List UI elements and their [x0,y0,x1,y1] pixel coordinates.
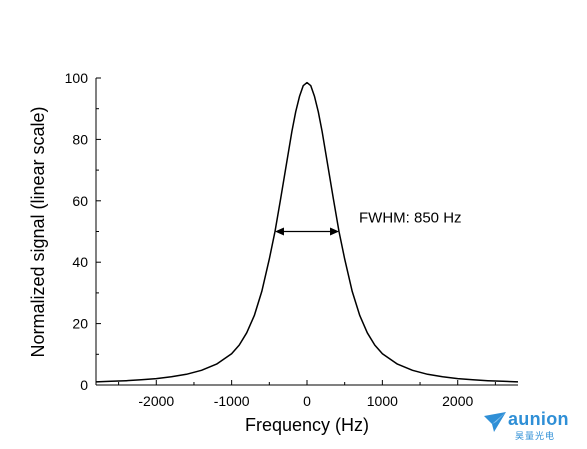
y-tick-label: 40 [72,254,88,270]
x-tick-label: 0 [303,393,311,409]
x-tick-label: 2000 [442,393,473,409]
y-tick-label: 60 [72,193,88,209]
logo-subtitle: 昊量光电 [515,432,556,442]
fwhm-arrow-head-left [274,227,284,236]
x-tick-label: 1000 [367,393,398,409]
series-line [95,81,519,383]
x-tick-label: -2000 [138,393,174,409]
annotation-group: FWHM: 850 Hz [274,210,462,236]
fwhm-arrow-head-right [330,227,340,236]
aunion-logo [484,412,506,432]
series-group [95,81,519,383]
y-axis-title: Normalized signal (linear scale) [28,106,48,357]
y-tick-label: 80 [72,131,88,147]
x-axis-title: Frequency (Hz) [245,415,369,435]
y-tick-label: 0 [80,377,88,393]
fwhm-label: FWHM: 850 Hz [359,210,462,227]
ticks: 0 20 40 60 80 100 -2000 -1000 0 1000 2000 [65,70,496,409]
x-tick-label: -1000 [214,393,250,409]
logo-name: aunion [508,409,569,429]
y-tick-label: 20 [72,316,88,332]
y-tick-label: 100 [65,70,89,86]
